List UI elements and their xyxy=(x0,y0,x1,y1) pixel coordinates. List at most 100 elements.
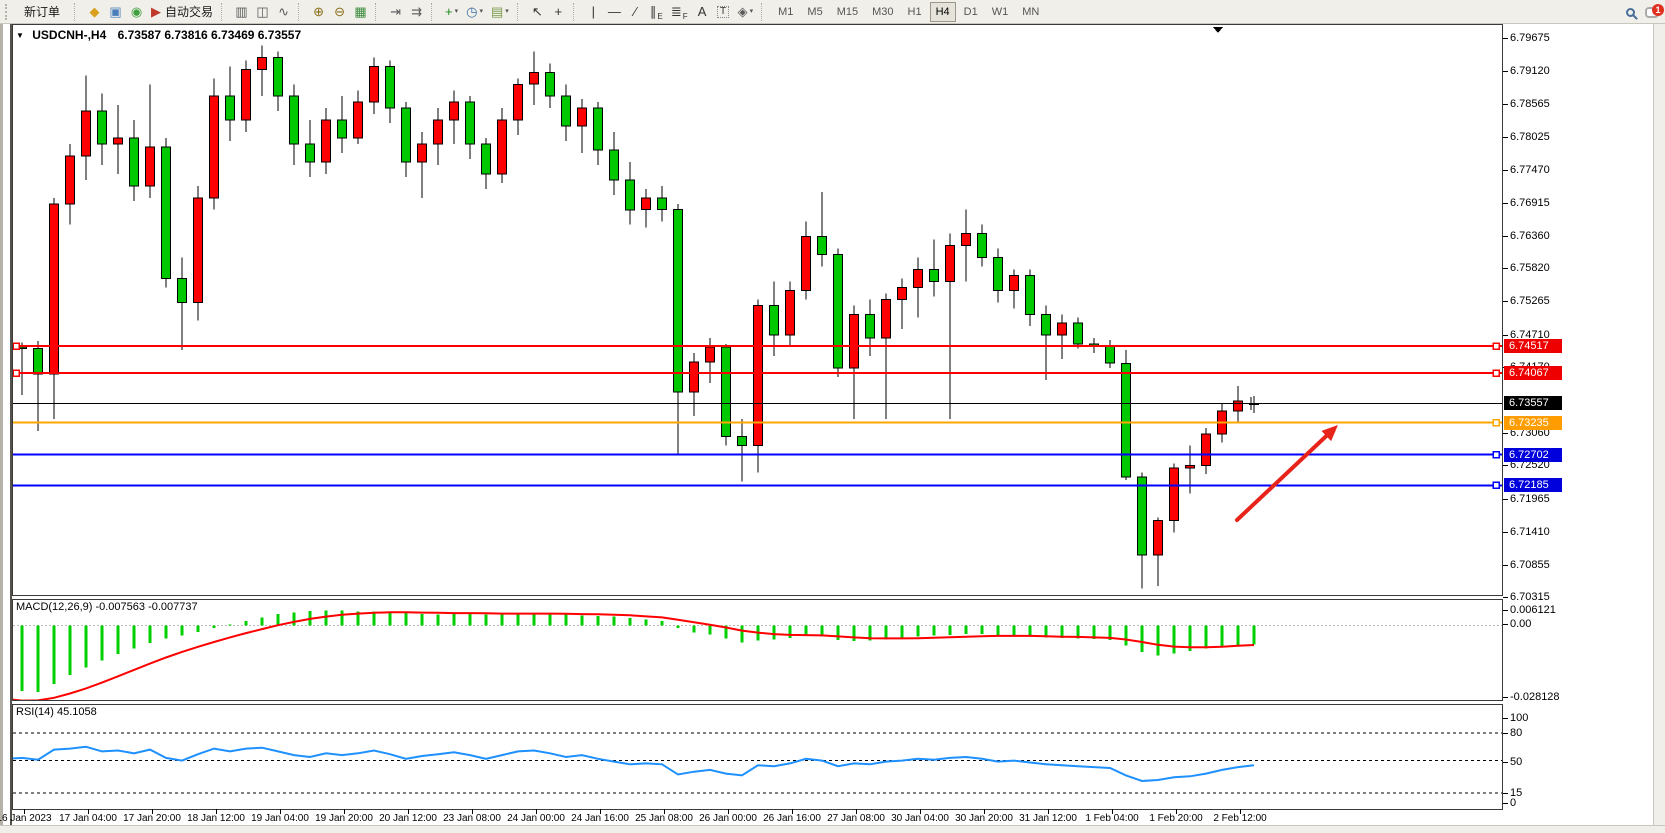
chart-shift-icon[interactable]: ⇥ xyxy=(385,2,406,22)
timeframe-button-m30[interactable]: M30 xyxy=(872,5,894,18)
candle-bearish xyxy=(673,209,683,393)
trend-arrow-object[interactable] xyxy=(1235,434,1329,522)
zoom-in-icon[interactable]: ⊕ xyxy=(308,2,329,22)
vertical-line-icon[interactable]: | xyxy=(583,2,604,22)
chart-template-icon[interactable]: ▤ ▾ xyxy=(487,2,513,22)
horizontal-line-icon[interactable]: — xyxy=(604,2,625,22)
macd-axis-label: -0.028128 xyxy=(1510,691,1560,703)
axis-tick xyxy=(1503,803,1508,804)
price-axis-label: 6.76360 xyxy=(1510,230,1550,243)
candle-bullish xyxy=(113,137,123,145)
chevron-down-icon[interactable]: ▼ xyxy=(16,31,24,40)
candle-bearish xyxy=(33,347,43,375)
time-axis-tick xyxy=(408,809,409,814)
candle-bearish xyxy=(305,143,315,163)
candle-bullish xyxy=(209,95,219,199)
candle-bearish xyxy=(1073,322,1083,345)
timeframe-button-m5[interactable]: M5 xyxy=(807,5,823,18)
timeframe-button-m15[interactable]: M15 xyxy=(836,5,859,18)
candle-bullish xyxy=(945,245,955,282)
candle-bullish xyxy=(193,197,203,303)
toolbar-separator xyxy=(431,2,437,21)
candle-bearish xyxy=(1121,362,1131,478)
tile-windows-icon[interactable]: ▦ xyxy=(350,2,371,22)
timeframe-button-h1[interactable]: H1 xyxy=(907,5,922,18)
timeframe-button-d1[interactable]: D1 xyxy=(963,5,978,18)
axis-tick xyxy=(1503,793,1508,794)
line-anchor-handle[interactable] xyxy=(1492,481,1500,490)
add-indicator-icon[interactable]: + ▾ xyxy=(441,2,462,22)
trend-arrow-head[interactable] xyxy=(1321,425,1339,442)
price-axis-label: 6.76915 xyxy=(1510,196,1550,209)
candle-bearish xyxy=(1137,476,1147,556)
axis-tick xyxy=(1503,301,1508,303)
bar-chart-icon[interactable]: ▥ xyxy=(231,2,252,22)
depth-of-market-icon[interactable]: ◆ xyxy=(84,2,105,22)
macd-axis-label: 0.006121 xyxy=(1510,604,1556,616)
price-axis-label: 6.71410 xyxy=(1510,525,1550,538)
trendline-icon[interactable]: ∕ xyxy=(625,2,646,22)
axis-tick xyxy=(1503,733,1508,734)
candle-bullish xyxy=(881,298,891,339)
candle-bullish xyxy=(1009,275,1019,291)
fibonacci-icon[interactable]: ≣ F xyxy=(670,4,688,21)
line-anchor-handle[interactable] xyxy=(12,342,20,350)
notifications-icon[interactable]: 1 xyxy=(1645,3,1664,18)
time-axis-label: 17 Jan 20:00 xyxy=(123,813,181,824)
line-anchor-handle[interactable] xyxy=(1492,450,1500,459)
signals-icon[interactable]: ◉ xyxy=(126,2,147,22)
timeframe-button-h4[interactable]: H4 xyxy=(929,1,956,22)
equidistant-channel-icon[interactable]: ∥ E xyxy=(649,4,663,21)
time-axis-label: 17 Jan 04:00 xyxy=(59,813,117,824)
candle-bearish xyxy=(289,95,299,145)
arrows-icon[interactable]: ◈ ▾ xyxy=(734,2,758,22)
cursor-icon[interactable]: ↖ xyxy=(527,2,548,22)
candle-bearish xyxy=(993,257,1003,291)
search-icon[interactable] xyxy=(1626,7,1635,17)
time-axis-label: 24 Jan 00:00 xyxy=(507,813,565,824)
zoom-out-icon[interactable]: ⊖ xyxy=(329,2,350,22)
price-axis-label: 6.79120 xyxy=(1510,65,1550,78)
price-axis-label: 6.78025 xyxy=(1510,130,1550,143)
fibonacci-icon: ≣ xyxy=(670,4,682,19)
chart-ohlc-values: 6.73587 6.73816 6.73469 6.73557 xyxy=(117,28,302,42)
rsi-line xyxy=(12,745,1255,783)
axis-tick xyxy=(1503,268,1508,270)
time-axis-tick xyxy=(88,809,89,814)
terminal-window-icon[interactable]: ▣ xyxy=(105,2,126,22)
chart-title: ▼ USDCNH-,H4 6.73587 6.73816 6.73469 6.7… xyxy=(16,28,301,42)
auto-scroll-icon[interactable]: ⇉ xyxy=(406,2,427,22)
price-badge: 6.72185 xyxy=(1504,478,1562,493)
new-order-button[interactable]: 新订单 xyxy=(24,4,61,19)
text-icon[interactable]: A xyxy=(692,2,713,22)
auto-trading-button[interactable]: ▶ 自动交易 xyxy=(151,4,214,19)
toolbar-right: 1 xyxy=(1626,0,1664,24)
timeframe-button-mn[interactable]: MN xyxy=(1022,5,1040,18)
crosshair-icon[interactable]: + xyxy=(548,2,569,22)
candlestick-chart-icon[interactable]: ◫ xyxy=(252,2,273,22)
price-badge: 6.73557 xyxy=(1504,396,1562,411)
candle-bearish xyxy=(593,107,603,151)
timeframe-button-m1[interactable]: M1 xyxy=(778,5,794,18)
candle-bullish xyxy=(529,71,539,85)
period-clock-icon[interactable]: ◷ ▾ xyxy=(462,2,487,22)
line-chart-icon[interactable]: ∿ xyxy=(273,2,294,22)
line-anchor-handle[interactable] xyxy=(1492,418,1500,427)
candle-bullish xyxy=(897,286,907,300)
line-anchor-handle[interactable] xyxy=(1492,342,1500,350)
text-label-icon[interactable]: T xyxy=(713,2,734,22)
main-price-panel[interactable] xyxy=(12,24,1503,596)
candle-bullish xyxy=(961,233,971,247)
axis-tick xyxy=(1503,433,1508,435)
candle-bullish xyxy=(81,110,91,157)
chart-right-frame xyxy=(1653,24,1665,825)
rsi-panel[interactable] xyxy=(12,704,1503,810)
toolbar-separator xyxy=(761,2,767,21)
timeframe-button-w1[interactable]: W1 xyxy=(991,5,1009,18)
rsi-panel-border xyxy=(12,704,1503,810)
macd-panel[interactable] xyxy=(12,599,1503,701)
main-panel-border xyxy=(12,24,1503,596)
line-anchor-handle[interactable] xyxy=(12,369,20,377)
line-anchor-handle[interactable] xyxy=(1492,369,1500,377)
chart-symbol-period: USDCNH-,H4 xyxy=(32,28,107,42)
